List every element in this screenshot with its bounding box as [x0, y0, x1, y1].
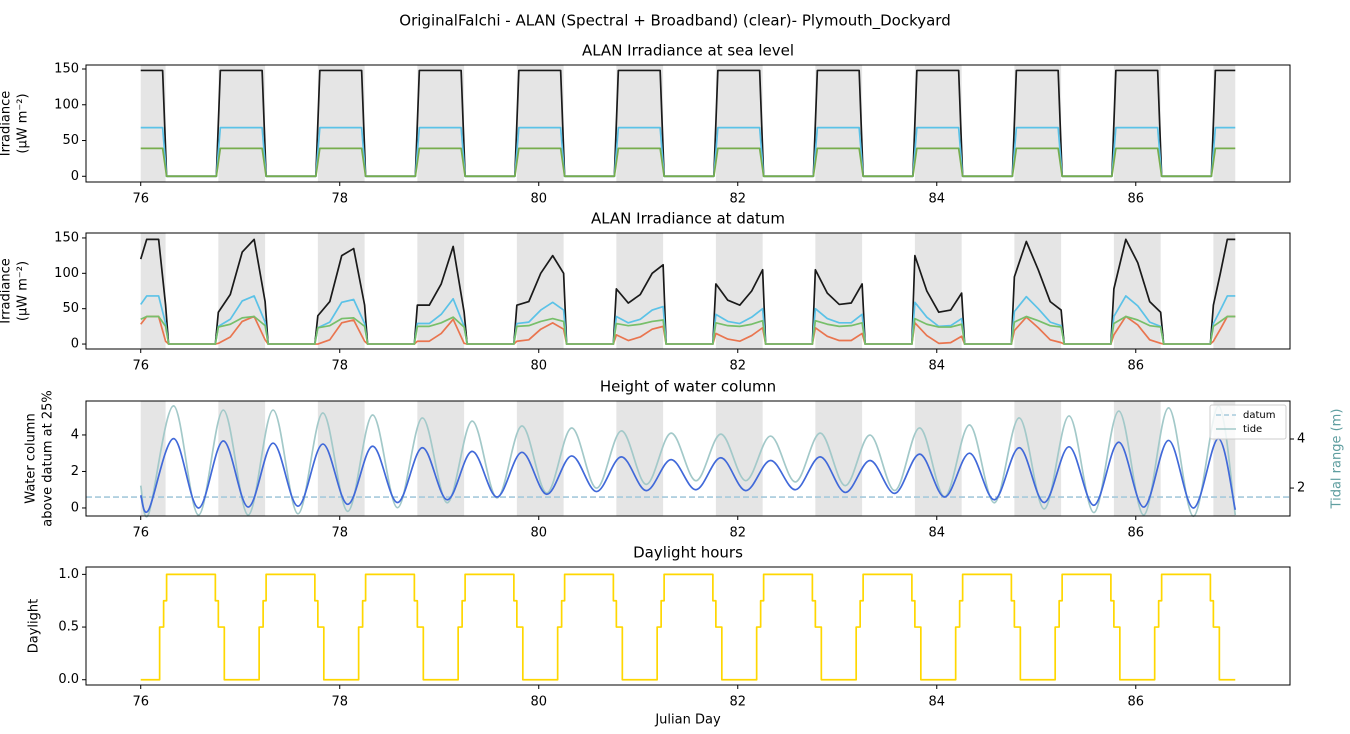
x-tick-label: 86 [1127, 359, 1144, 374]
x-tick-label: 80 [530, 695, 547, 710]
x-tick-label: 80 [530, 192, 547, 207]
x-tick-label: 78 [331, 526, 348, 541]
axes-frame [85, 400, 1291, 517]
night-shade [516, 233, 564, 349]
axes-frame [85, 566, 1291, 686]
y-tick-label: 0 [71, 169, 79, 184]
series-line [140, 147, 1236, 178]
night-shade [1014, 65, 1062, 182]
y-axis-label: Irradiance [0, 258, 14, 323]
x-tick-label: 82 [729, 359, 746, 374]
night-shade [140, 65, 166, 182]
night-shade [1014, 401, 1062, 516]
night-shade [815, 233, 863, 349]
x-tick-label: 76 [132, 695, 149, 710]
series-line [140, 315, 1236, 345]
night-shade [516, 65, 564, 182]
axes-frame [85, 64, 1291, 183]
y-tick-label: 0.0 [58, 672, 79, 687]
x-tick-label: 76 [132, 359, 149, 374]
x-tick-label: 80 [530, 359, 547, 374]
legend-label: datum [1243, 410, 1275, 421]
x-tick-label: 78 [331, 359, 348, 374]
night-shade [417, 233, 465, 349]
y-tick-label: 0.5 [58, 620, 79, 635]
x-tick-label: 84 [928, 526, 945, 541]
y-tick-label: 4 [71, 427, 79, 442]
night-shade [317, 233, 365, 349]
night-shade [1113, 65, 1161, 182]
x-tick-label: 84 [928, 695, 945, 710]
night-shade [1113, 233, 1161, 349]
panel-title: ALAN Irradiance at sea level [582, 42, 794, 60]
night-shade [914, 233, 962, 349]
y-tick-label: 100 [54, 97, 79, 112]
x-tick-label: 76 [132, 526, 149, 541]
y-tick-label: 150 [54, 62, 79, 77]
night-shade [417, 65, 465, 182]
night-shade [317, 65, 365, 182]
y-tick-label: 50 [62, 301, 79, 316]
y-tick-label: 0 [71, 500, 79, 515]
x-tick-label: 76 [132, 192, 149, 207]
y2-tick-label: 2 [1297, 481, 1305, 496]
night-shade [815, 65, 863, 182]
y-axis-label: Daylight [27, 599, 42, 653]
x-axis-label: Julian Day [654, 713, 721, 728]
panel-title: ALAN Irradiance at datum [591, 210, 785, 228]
x-tick-label: 80 [530, 526, 547, 541]
y-tick-label: 50 [62, 133, 79, 148]
night-shade [1014, 233, 1062, 349]
x-tick-label: 78 [331, 695, 348, 710]
night-shade [140, 233, 166, 349]
y-tick-label: 150 [54, 230, 79, 245]
night-shade [715, 65, 763, 182]
night-shade [1213, 65, 1236, 182]
y-tick-label: 0 [71, 337, 79, 352]
axes-frame [85, 232, 1291, 350]
x-tick-label: 82 [729, 526, 746, 541]
panel-title: Daylight hours [633, 544, 743, 562]
night-shade [218, 233, 266, 349]
y-axis-label: Irradiance [0, 91, 14, 156]
x-tick-label: 86 [1127, 695, 1144, 710]
x-tick-label: 82 [729, 192, 746, 207]
y-tick-label: 1.0 [58, 567, 79, 582]
y2-axis-label: Tidal range (m) [1330, 409, 1345, 510]
y-axis-label: (μW m⁻²) [16, 261, 31, 321]
y-axis-label: (μW m⁻²) [16, 93, 31, 153]
y2-tick-label: 4 [1297, 432, 1305, 447]
x-tick-label: 86 [1127, 526, 1144, 541]
panel-title: Height of water column [600, 378, 776, 396]
x-tick-label: 82 [729, 695, 746, 710]
night-shade [715, 233, 763, 349]
y-tick-label: 2 [71, 464, 79, 479]
figure-title: OriginalFalchi - ALAN (Spectral + Broadb… [399, 12, 950, 31]
x-tick-label: 86 [1127, 192, 1144, 207]
night-shade [914, 401, 962, 516]
y-axis-label: above datum at 25% [41, 390, 56, 526]
night-shade [616, 65, 664, 182]
series-line [140, 573, 1236, 681]
night-shade [616, 233, 664, 349]
legend-label: tide [1243, 424, 1262, 435]
y-tick-label: 100 [54, 266, 79, 281]
night-shade [317, 401, 365, 516]
x-tick-label: 84 [928, 359, 945, 374]
y-axis-label: Water column [24, 413, 39, 503]
series-line [139, 437, 1237, 513]
series-line [139, 405, 1237, 518]
x-tick-label: 84 [928, 192, 945, 207]
night-shade [1213, 233, 1236, 349]
x-tick-label: 78 [331, 192, 348, 207]
night-shade [914, 65, 962, 182]
legend-box [1209, 404, 1287, 440]
night-shade [516, 401, 564, 516]
night-shade [218, 65, 266, 182]
